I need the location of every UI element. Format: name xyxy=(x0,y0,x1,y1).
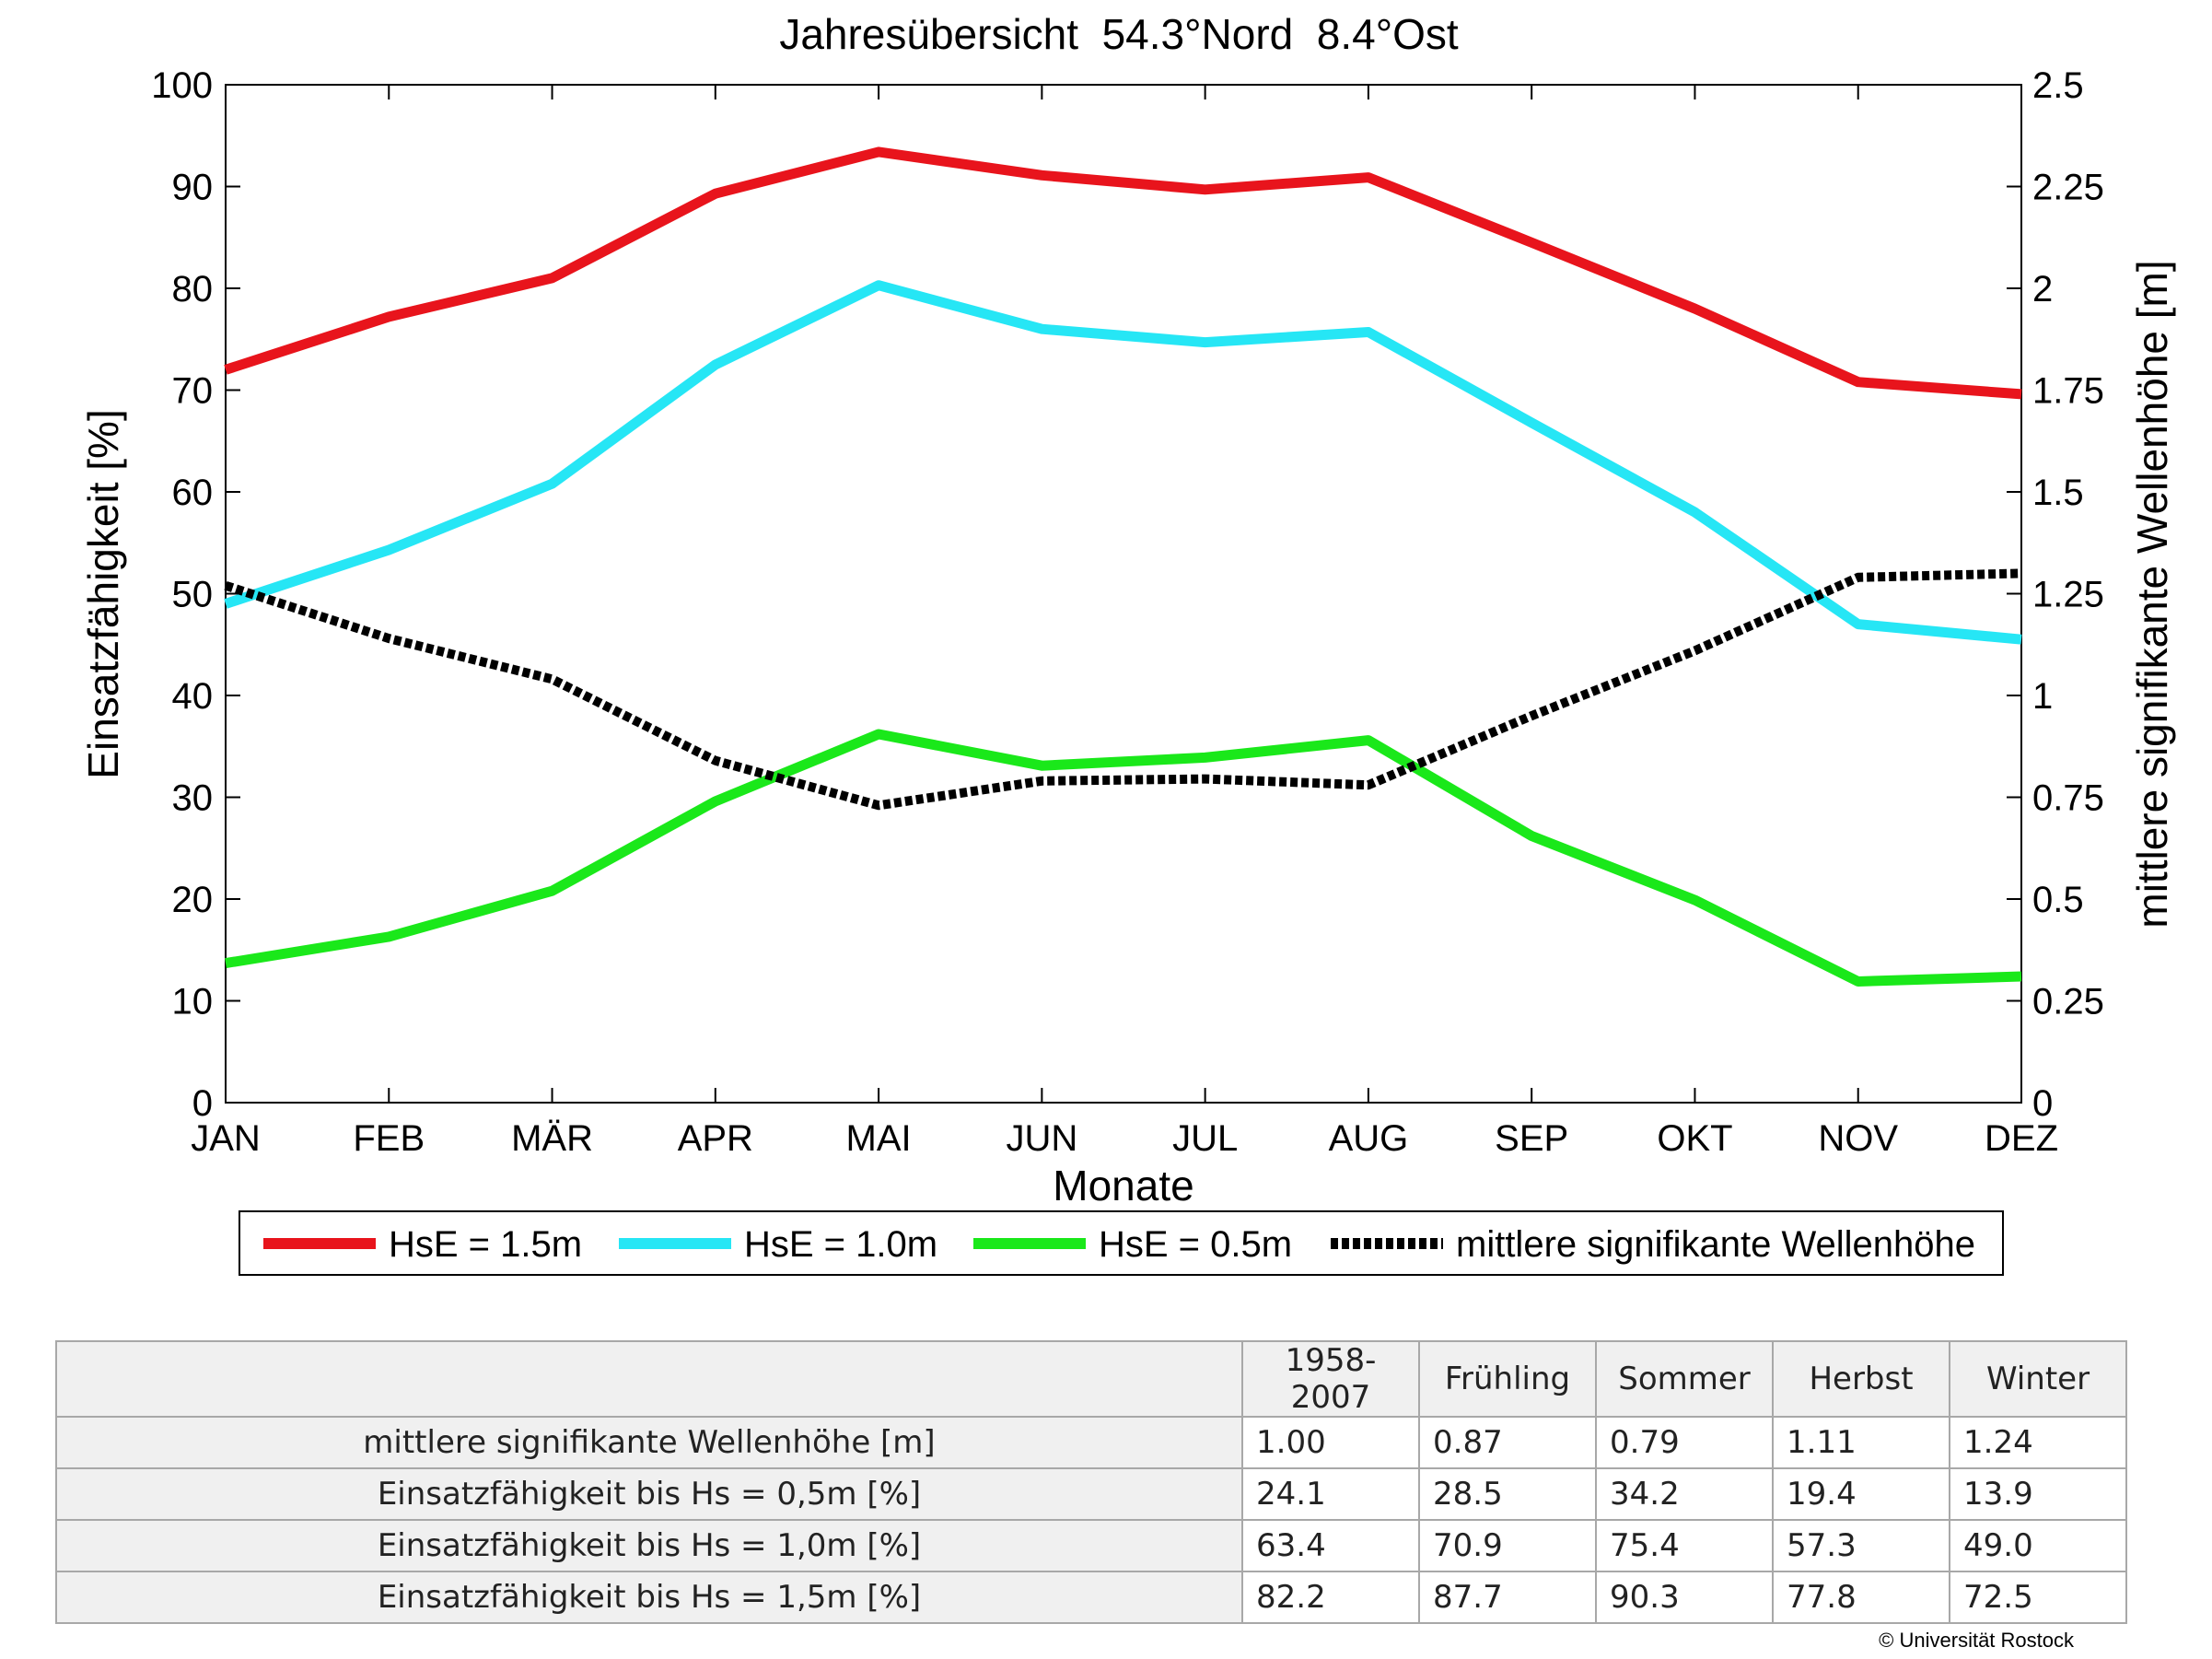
table-cell: 63.4 xyxy=(1241,1519,1420,1572)
table-cell: 34.2 xyxy=(1595,1467,1774,1521)
x-tick-label: MAI xyxy=(846,1118,912,1159)
legend-label-hse-1-5: HsE = 1.5m xyxy=(389,1224,582,1265)
legend-label-hse-0-5: HsE = 0.5m xyxy=(1099,1224,1292,1265)
table-cell: 28.5 xyxy=(1418,1467,1597,1521)
summary-table: 1958-2007 Frühling Sommer Herbst Winter … xyxy=(55,1340,2127,1624)
series-line-2 xyxy=(225,729,2022,987)
table-cell: 1.24 xyxy=(1949,1416,2127,1469)
series-line-3 xyxy=(224,568,2022,811)
x-axis-label: Monate xyxy=(1053,1162,1193,1209)
table-row: Einsatzfähigkeit bis Hs = 1,5m [%] 82.2 … xyxy=(55,1571,2127,1624)
x-tick-label: AUG xyxy=(1329,1118,1409,1159)
y-tick-label-right: 2.25 xyxy=(2032,168,2104,208)
y-tick-label-right: 1 xyxy=(2032,676,2053,717)
table-cell: 87.7 xyxy=(1418,1571,1597,1624)
series-line-0 xyxy=(224,146,2022,400)
copyright-note: © Universität Rostock xyxy=(1879,1629,2074,1652)
x-tick-label: DEZ xyxy=(1985,1118,2058,1159)
y-tick-label-right: 0.25 xyxy=(2032,982,2104,1022)
y-tick-label-right: 2 xyxy=(2032,269,2053,310)
table-cell: 70.9 xyxy=(1418,1519,1597,1572)
axes: JAN FEB MÄR APR MAI JUN JUL AUG SEP OKT NOV DEZ0102… xyxy=(151,65,2104,1159)
column-header: Frühling xyxy=(1418,1340,1597,1418)
column-header: 1958-2007 xyxy=(1241,1340,1420,1418)
x-tick-label: FEB xyxy=(353,1118,425,1159)
y-tick-label-right: 0 xyxy=(2032,1083,2053,1124)
column-header: Herbst xyxy=(1772,1340,1950,1418)
table-row: mittlere signifikante Wellenhöhe [m] 1.0… xyxy=(55,1416,2127,1469)
series-line-1 xyxy=(224,280,2022,645)
row-label: Einsatzfähigkeit bis Hs = 1,0m [%] xyxy=(55,1519,1243,1572)
x-tick-label: OKT xyxy=(1657,1118,1732,1159)
table-cell: 1.00 xyxy=(1241,1416,1420,1469)
table-cell: 90.3 xyxy=(1595,1571,1774,1624)
table-cell: 77.8 xyxy=(1772,1571,1950,1624)
table-cell: 1.11 xyxy=(1772,1416,1950,1469)
table-cell: 24.1 xyxy=(1241,1467,1420,1521)
row-label: Einsatzfähigkeit bis Hs = 0,5m [%] xyxy=(55,1467,1243,1521)
table-cell: 19.4 xyxy=(1772,1467,1950,1521)
y-tick-label-left: 100 xyxy=(151,65,213,106)
y-tick-label-left: 80 xyxy=(172,269,214,310)
plot-area xyxy=(225,84,2022,1104)
table-cell: 0.79 xyxy=(1595,1416,1774,1469)
y-tick-label-left: 30 xyxy=(172,778,214,819)
y-tick-label-left: 10 xyxy=(172,982,214,1022)
x-tick-label: NOV xyxy=(1818,1118,1898,1159)
chart-title: Jahresübersicht 54.3°Nord 8.4°Ost xyxy=(779,10,1459,58)
y-tick-label-left: 90 xyxy=(172,168,214,208)
x-tick-label: JUL xyxy=(1172,1118,1238,1159)
series-lines xyxy=(224,146,2022,987)
y-tick-label-right: 1.5 xyxy=(2032,473,2084,513)
table-cell: 13.9 xyxy=(1949,1467,2127,1521)
table-corner-cell xyxy=(55,1340,1243,1418)
x-tick-label: SEP xyxy=(1495,1118,1568,1159)
y-tick-label-left: 60 xyxy=(172,473,214,513)
table-cell: 0.87 xyxy=(1418,1416,1597,1469)
chart-svg: Jahresübersicht 54.3°Nord 8.4°Ost JAN FEB… xyxy=(79,10,2176,1276)
table-cell: 82.2 xyxy=(1241,1571,1420,1624)
x-tick-label: JAN xyxy=(191,1118,261,1159)
y-tick-label-left: 40 xyxy=(172,676,214,717)
y-tick-label-left: 70 xyxy=(172,371,214,412)
table-cell: 57.3 xyxy=(1772,1519,1950,1572)
legend-label-wave-height: mittlere signifikante Wellenhöhe xyxy=(1456,1224,1975,1265)
table-row: Einsatzfähigkeit bis Hs = 0,5m [%] 24.1 … xyxy=(55,1467,2127,1521)
y-tick-label-right: 0.75 xyxy=(2032,778,2104,819)
y-tick-label-left: 20 xyxy=(172,880,214,920)
column-header: Winter xyxy=(1949,1340,2127,1418)
table-cell: 72.5 xyxy=(1949,1571,2127,1624)
legend-box xyxy=(239,1210,2004,1276)
y-axis-label-left: Einsatzfähigkeit [%] xyxy=(79,409,127,778)
table-cell: 75.4 xyxy=(1595,1519,1774,1572)
legend-label-hse-1-0: HsE = 1.0m xyxy=(744,1224,937,1265)
y-tick-label-right: 0.5 xyxy=(2032,880,2084,920)
column-header: Sommer xyxy=(1595,1340,1774,1418)
x-tick-label: APR xyxy=(678,1118,753,1159)
table-header-row: 1958-2007 Frühling Sommer Herbst Winter xyxy=(55,1340,2127,1418)
x-tick-label: MÄR xyxy=(511,1118,593,1159)
y-tick-label-left: 50 xyxy=(172,575,214,615)
x-tick-label: JUN xyxy=(1006,1118,1077,1159)
row-label: Einsatzfähigkeit bis Hs = 1,5m [%] xyxy=(55,1571,1243,1624)
row-label: mittlere signifikante Wellenhöhe [m] xyxy=(55,1416,1243,1469)
y-tick-label-right: 2.5 xyxy=(2032,65,2084,106)
y-tick-label-right: 1.25 xyxy=(2032,575,2104,615)
y-tick-label-right: 1.75 xyxy=(2032,371,2104,412)
legend: HsE = 1.5m HsE = 1.0m HsE = 0.5m mittler… xyxy=(239,1210,2004,1276)
table-cell: 49.0 xyxy=(1949,1519,2127,1572)
y-axis-label-right: mittlere signifikante Wellenhöhe [m] xyxy=(2128,260,2176,928)
table-row: Einsatzfähigkeit bis Hs = 1,0m [%] 63.4 … xyxy=(55,1519,2127,1572)
y-tick-label-left: 0 xyxy=(192,1083,213,1124)
